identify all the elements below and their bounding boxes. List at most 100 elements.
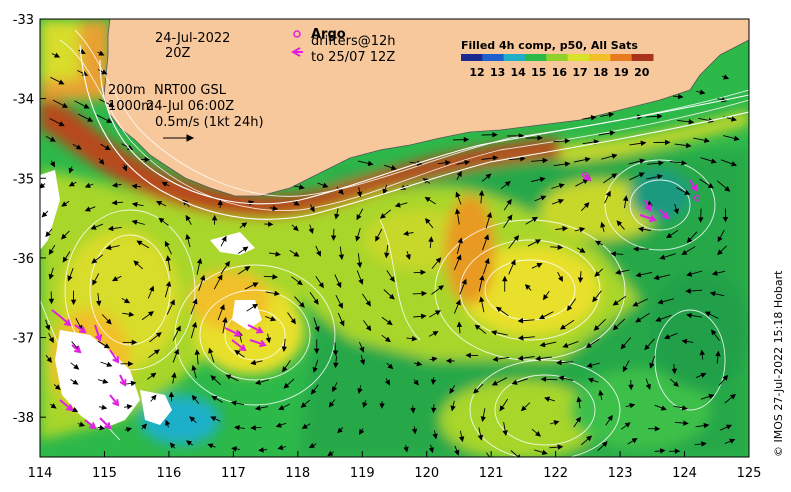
- velocity-arrow-head: [450, 405, 456, 412]
- velocity-arrow-head: [270, 316, 277, 322]
- drifter-arrowhead: [94, 334, 103, 342]
- velocity-arrow-head: [384, 252, 390, 259]
- velocity-arrow-head: [666, 232, 673, 239]
- velocity-arrow-head: [559, 324, 566, 330]
- velocity-arrow-head: [165, 255, 171, 262]
- velocity-arrow-head: [296, 279, 303, 286]
- velocity-arrow-head: [657, 174, 663, 180]
- velocity-arrow-head: [217, 274, 223, 281]
- velocity-arrow-head: [126, 427, 133, 433]
- velocity-arrow-head: [654, 425, 661, 432]
- drifter-track: [249, 339, 266, 346]
- velocity-arrow-head: [169, 299, 175, 306]
- velocity-arrow-head: [473, 388, 480, 394]
- velocity-arrow-head: [70, 299, 77, 306]
- velocity-arrow: [510, 450, 520, 457]
- velocity-arrow-head: [640, 140, 647, 146]
- velocity-arrow-head: [585, 342, 592, 348]
- velocity-arrow-head: [518, 133, 525, 139]
- y-tick-label: -36: [13, 252, 34, 267]
- velocity-arrow-head: [464, 159, 471, 166]
- velocity-arrow-head: [367, 160, 374, 166]
- velocity-arrow-head: [149, 285, 155, 292]
- velocity-arrow-head: [164, 240, 170, 247]
- velocity-arrow-head: [564, 138, 571, 144]
- velocity-arrow-head: [98, 50, 105, 56]
- velocity-arrow-head: [424, 196, 431, 203]
- argo-title: Argo: [311, 27, 346, 42]
- velocity-arrow-head: [153, 349, 160, 355]
- x-tick-label: 123: [608, 466, 633, 481]
- velocity-arrow-head: [131, 219, 138, 226]
- velocity-arrow-head: [255, 379, 262, 385]
- drifter-arrowhead: [234, 329, 242, 337]
- velocity-arrow-head: [683, 420, 689, 426]
- velocity-arrow-head: [272, 274, 279, 280]
- velocity-arrow-head: [584, 156, 591, 163]
- velocity-arrow-head: [579, 227, 586, 233]
- drifter-arrowhead: [104, 422, 112, 430]
- drifter-arrowhead: [259, 339, 267, 348]
- velocity-arrow-head: [586, 362, 593, 368]
- velocity-arrow-head: [53, 52, 61, 58]
- velocity-arrow-head: [535, 355, 541, 362]
- velocity-arrow-head: [700, 372, 707, 378]
- velocity-arrow-head: [332, 386, 338, 393]
- velocity-arrow-head: [457, 237, 463, 244]
- velocity-arrow-head: [61, 102, 69, 108]
- velocity-arrow-head: [615, 269, 622, 275]
- velocity-arrow-head: [711, 270, 718, 276]
- drifter-arrowhead: [690, 184, 697, 192]
- velocity-arrow-head: [557, 198, 565, 205]
- velocity-arrow-head: [293, 200, 300, 206]
- drifter-track: [224, 327, 241, 336]
- velocity-arrow-head: [649, 362, 655, 369]
- land-mass: [103, 19, 749, 197]
- depth-200-label: 200m: [108, 83, 145, 98]
- velocity-arrow-head: [388, 293, 395, 300]
- colorbar-title: Filled 4h comp, p50, All Sats: [461, 39, 638, 52]
- drifter-arrowhead: [112, 356, 120, 364]
- velocity-arrow-head: [438, 285, 445, 291]
- velocity-arrow-head: [673, 381, 679, 387]
- velocity-arrow-head: [356, 191, 363, 198]
- velocity-arrow-head: [593, 139, 600, 145]
- velocity-arrow-head: [723, 74, 730, 80]
- velocity-arrow-head: [681, 249, 688, 256]
- y-tick-label: -35: [13, 172, 34, 187]
- velocity-arrow-head: [587, 377, 594, 383]
- velocity-arrow-head: [558, 183, 565, 189]
- velocity-arrow-head: [717, 236, 723, 243]
- velocity-arrow-head: [359, 346, 365, 353]
- drifter-track: [94, 324, 101, 341]
- velocity-arrow-head: [130, 380, 137, 387]
- velocity-arrow-head: [431, 356, 438, 362]
- velocity-arrow-head: [362, 402, 368, 409]
- x-tick-label: 116: [156, 466, 181, 481]
- velocity-arrow-head: [609, 130, 616, 136]
- velocity-arrow-head: [98, 158, 105, 165]
- drifter-arrowhead: [64, 319, 72, 327]
- colorbar-label: 13: [490, 66, 505, 79]
- velocity-arrow-head: [272, 205, 279, 211]
- nrt-label: NRT00 GSL: [154, 83, 227, 98]
- velocity-arrow-head: [175, 325, 181, 332]
- velocity-arrow-head: [432, 433, 438, 440]
- velocity-arrow-head: [492, 356, 499, 362]
- velocity-arrow-head: [150, 394, 157, 401]
- velocity-arrow-head: [686, 271, 693, 277]
- velocity-arrow-head: [281, 346, 287, 353]
- velocity-arrow-head: [67, 275, 73, 282]
- velocity-arrow-head: [590, 115, 597, 121]
- velocity-arrow-head: [411, 428, 418, 435]
- colorbar-label: 17: [572, 66, 587, 79]
- velocity-arrow-head: [729, 438, 736, 444]
- velocity-arrow-head: [421, 290, 428, 297]
- velocity-arrow-head: [208, 347, 214, 354]
- velocity-arrow-head: [562, 225, 569, 232]
- velocity-arrow-head: [632, 246, 639, 252]
- velocity-arrow-head: [674, 448, 681, 454]
- velocity-arrow-head: [730, 161, 737, 167]
- velocity-arrow-head: [357, 388, 363, 395]
- velocity-arrow-head: [544, 396, 551, 402]
